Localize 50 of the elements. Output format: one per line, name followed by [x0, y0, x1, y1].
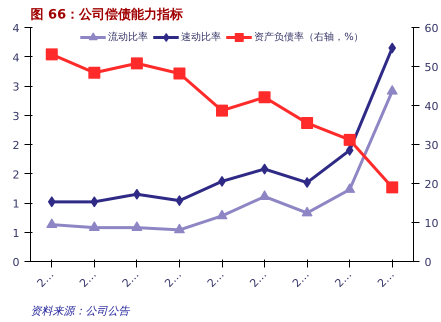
- point: [302, 206, 313, 216]
- y-tick-label: 4: [12, 22, 20, 35]
- x-tick-label: 2…: [162, 268, 184, 290]
- point: [46, 218, 58, 228]
- x-tick-label: 2…: [332, 268, 354, 290]
- point: [259, 190, 270, 200]
- y-tick-label: 1: [12, 226, 20, 240]
- legend-label: 流动比率: [108, 30, 148, 44]
- point: [258, 91, 271, 104]
- y2-tick-label: 20: [424, 178, 438, 191]
- y-tick-label: 2: [12, 168, 20, 182]
- legend-label: 速动比率: [181, 30, 222, 44]
- point: [88, 66, 100, 79]
- point: [173, 68, 186, 80]
- x-tick-label: 2…: [120, 268, 142, 290]
- y2-tick-label: 50: [424, 61, 438, 74]
- point: [386, 181, 398, 194]
- text: 资料来源：公司公告: [30, 304, 130, 318]
- point: [130, 57, 143, 70]
- y-tick-label: 2: [12, 139, 20, 152]
- x-tick-label: 2…: [290, 268, 312, 290]
- x-tick-label: 2…: [34, 268, 56, 290]
- point: [386, 84, 398, 95]
- y-tick-label: 0: [12, 256, 20, 269]
- x-tick-label: 2…: [204, 268, 227, 290]
- y-tick-label: 3: [12, 110, 20, 123]
- y-tick-label: 1: [12, 198, 20, 210]
- y2-tick-label: 0: [424, 256, 432, 269]
- y2-tick-label: 40: [424, 100, 438, 113]
- point: [216, 210, 228, 220]
- y2-tick-label: 10: [424, 217, 438, 230]
- y-tick-label: 4: [12, 51, 20, 64]
- x-tick-label: 2…: [247, 268, 270, 290]
- point: [344, 183, 356, 193]
- point: [344, 134, 356, 146]
- legend-label: 资产负债率（右轴，%）: [254, 30, 364, 44]
- x-tick-label: 2…: [77, 268, 99, 290]
- point: [48, 196, 56, 208]
- point: [216, 104, 228, 117]
- point: [388, 42, 396, 54]
- x-tick-label: 2…: [375, 268, 397, 290]
- y2-tick-label: 60: [424, 22, 438, 35]
- point: [131, 221, 142, 231]
- point: [88, 221, 100, 231]
- y2-tick-label: 30: [424, 139, 438, 152]
- point: [174, 224, 185, 234]
- chart-title: 图 66：公司偿债能力指标: [30, 6, 184, 22]
- y-tick-label: 3: [12, 80, 20, 94]
- point: [46, 48, 58, 60]
- point: [301, 117, 314, 130]
